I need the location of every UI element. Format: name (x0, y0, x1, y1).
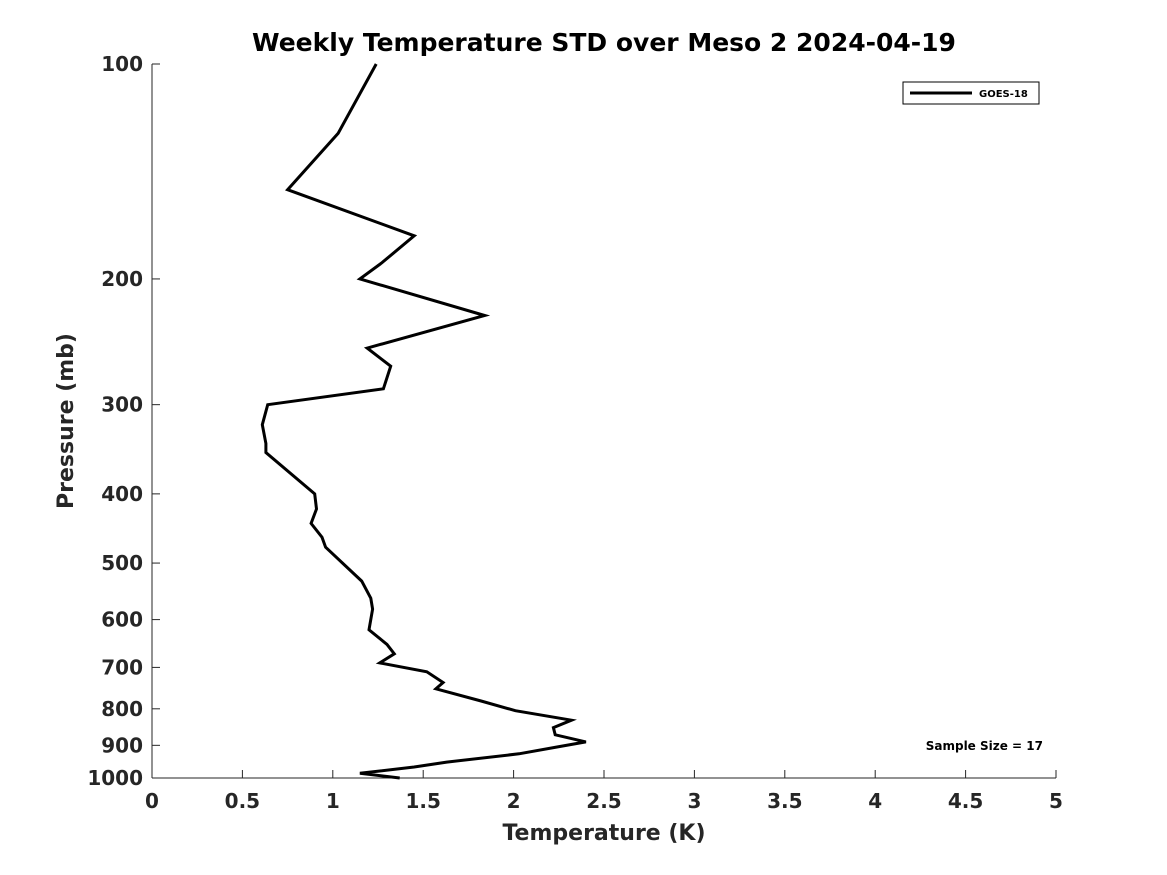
x-tick-label: 5 (1049, 789, 1063, 813)
y-tick-label: 100 (101, 52, 143, 76)
y-tick-label: 200 (101, 267, 143, 291)
x-tick-label: 3 (687, 789, 701, 813)
y-axis-label: Pressure (mb) (54, 333, 79, 509)
series-layer (260, 63, 587, 780)
legend-label-goes-18: GOES-18 (979, 89, 1028, 100)
x-tick-label: 1 (326, 789, 340, 813)
x-tick-label: 3.5 (767, 789, 802, 813)
y-tick-label: 1000 (87, 766, 143, 790)
x-tick-label: 0.5 (225, 789, 260, 813)
y-axis-ticks: 100 200 300 400 500 600 700 800 900 1000 (87, 52, 160, 790)
y-tick-label: 400 (101, 482, 143, 506)
x-tick-label: 0 (145, 789, 159, 813)
y-tick-label: 900 (101, 733, 143, 757)
legend: GOES-18 (902, 81, 1040, 105)
chart-title: Weekly Temperature STD over Meso 2 2024-… (252, 28, 956, 57)
y-tick-label: 300 (101, 393, 143, 417)
x-tick-label: 2.5 (586, 789, 621, 813)
x-tick-label: 2 (507, 789, 521, 813)
x-axis-label: Temperature (K) (502, 821, 705, 846)
x-tick-label: 1.5 (405, 789, 440, 813)
y-tick-label: 600 (101, 608, 143, 632)
series-line-goes-18 (260, 63, 587, 780)
y-tick-label: 800 (101, 697, 143, 721)
sample-size-annotation: Sample Size = 17 (926, 739, 1043, 753)
x-axis-ticks: 0 0.5 1 1.5 2 2.5 3 3.5 4 4.5 5 (145, 770, 1063, 813)
y-tick-label: 500 (101, 551, 143, 575)
x-tick-label: 4 (868, 789, 882, 813)
x-tick-label: 4.5 (948, 789, 983, 813)
y-tick-label: 700 (101, 655, 143, 679)
